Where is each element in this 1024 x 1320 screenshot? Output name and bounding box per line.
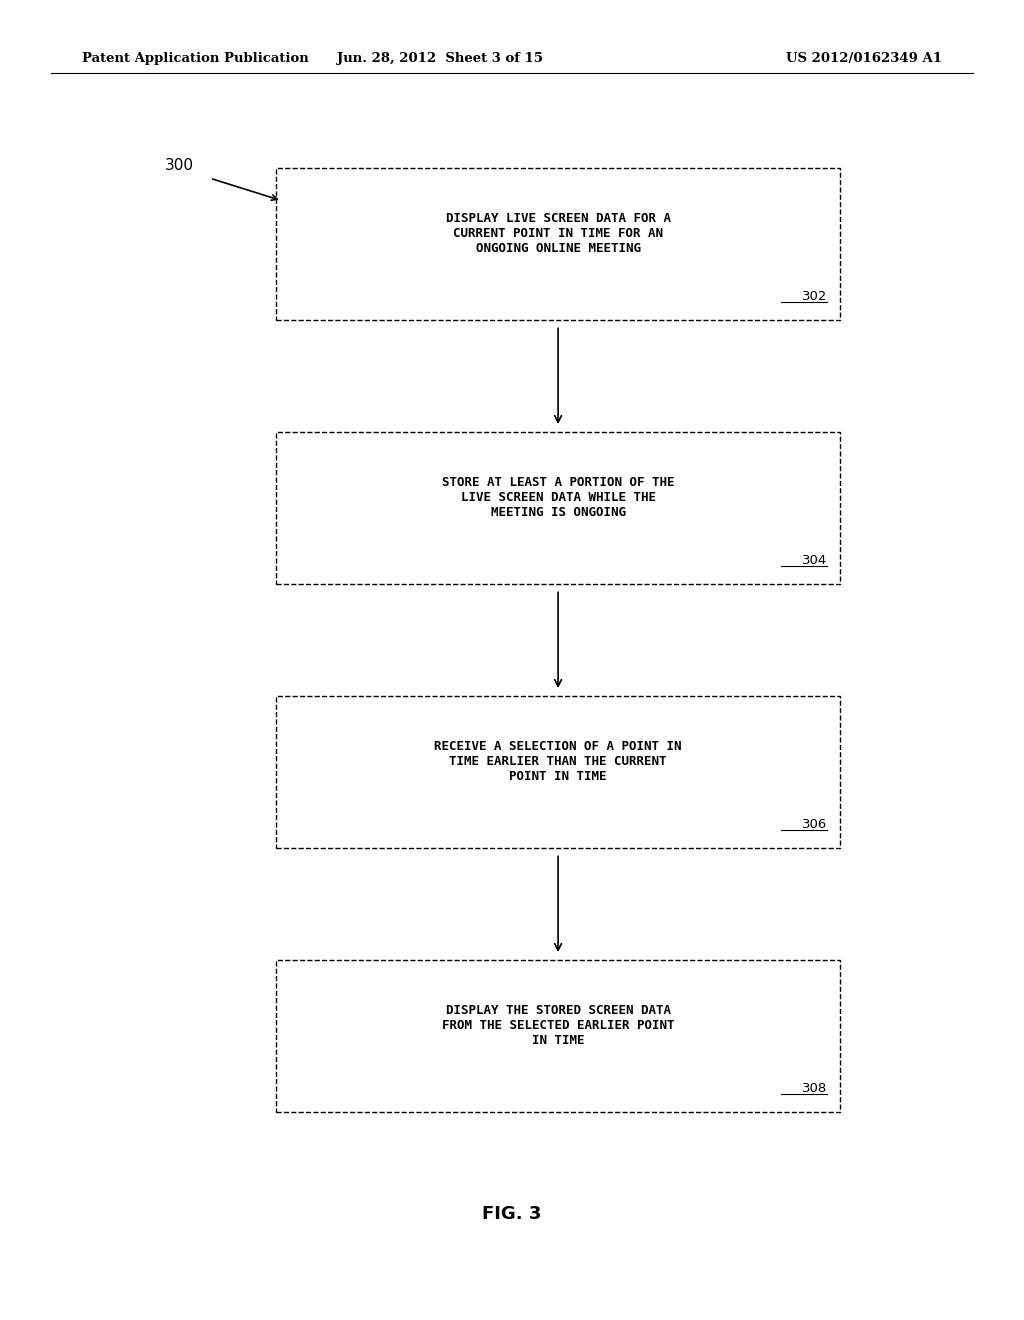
Text: US 2012/0162349 A1: US 2012/0162349 A1 <box>786 51 942 65</box>
Text: 304: 304 <box>802 554 827 568</box>
Text: 302: 302 <box>802 290 827 304</box>
FancyBboxPatch shape <box>276 433 840 583</box>
Text: FIG. 3: FIG. 3 <box>482 1205 542 1224</box>
Text: Jun. 28, 2012  Sheet 3 of 15: Jun. 28, 2012 Sheet 3 of 15 <box>337 51 544 65</box>
Text: STORE AT LEAST A PORTION OF THE
LIVE SCREEN DATA WHILE THE
MEETING IS ONGOING: STORE AT LEAST A PORTION OF THE LIVE SCR… <box>441 477 675 519</box>
Text: DISPLAY THE STORED SCREEN DATA
FROM THE SELECTED EARLIER POINT
IN TIME: DISPLAY THE STORED SCREEN DATA FROM THE … <box>441 1005 675 1047</box>
Text: Patent Application Publication: Patent Application Publication <box>82 51 308 65</box>
FancyBboxPatch shape <box>276 961 840 1111</box>
Text: 308: 308 <box>802 1082 827 1096</box>
Text: DISPLAY LIVE SCREEN DATA FOR A
CURRENT POINT IN TIME FOR AN
ONGOING ONLINE MEETI: DISPLAY LIVE SCREEN DATA FOR A CURRENT P… <box>445 213 671 255</box>
Text: 300: 300 <box>165 157 194 173</box>
FancyBboxPatch shape <box>276 169 840 321</box>
Text: 306: 306 <box>802 818 827 832</box>
FancyBboxPatch shape <box>276 697 840 849</box>
Text: RECEIVE A SELECTION OF A POINT IN
TIME EARLIER THAN THE CURRENT
POINT IN TIME: RECEIVE A SELECTION OF A POINT IN TIME E… <box>434 741 682 783</box>
